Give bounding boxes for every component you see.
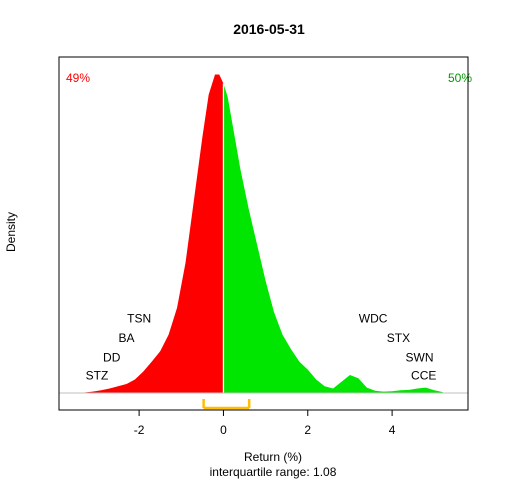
axis-layer: -2 0 2 4 bbox=[58, 56, 469, 437]
chart-title: 2016-05-31 bbox=[233, 21, 305, 37]
left-tail-annotation: TSN bbox=[127, 312, 151, 326]
y-axis-label: Density bbox=[4, 212, 18, 252]
right-percent-label: 50% bbox=[448, 71, 472, 85]
x-axis-subtitle: interquartile range: 1.08 bbox=[210, 465, 337, 479]
plot-layer bbox=[59, 74, 468, 394]
left-percent-label: 49% bbox=[66, 71, 90, 85]
positive-return-area bbox=[223, 83, 443, 393]
right-tail-annotation: WDC bbox=[359, 312, 388, 326]
label-layer: TSN BA DD STZ WDC STX SWN CCE bbox=[86, 312, 437, 383]
negative-return-area bbox=[84, 74, 224, 393]
left-tail-annotation: DD bbox=[103, 351, 121, 365]
x-axis-tick-label: -2 bbox=[134, 423, 145, 437]
x-axis-tick-label: 4 bbox=[389, 423, 396, 437]
left-tail-annotation: STZ bbox=[86, 369, 109, 383]
x-axis-label: Return (%) bbox=[244, 450, 302, 464]
right-tail-annotation: CCE bbox=[411, 369, 436, 383]
left-tail-annotation: BA bbox=[118, 331, 134, 345]
plot-frame bbox=[58, 56, 469, 411]
x-axis-tick-label: 2 bbox=[304, 423, 311, 437]
right-tail-annotation: STX bbox=[387, 331, 410, 345]
right-tail-annotation: SWN bbox=[406, 351, 434, 365]
x-axis-tick-label: 0 bbox=[220, 423, 227, 437]
